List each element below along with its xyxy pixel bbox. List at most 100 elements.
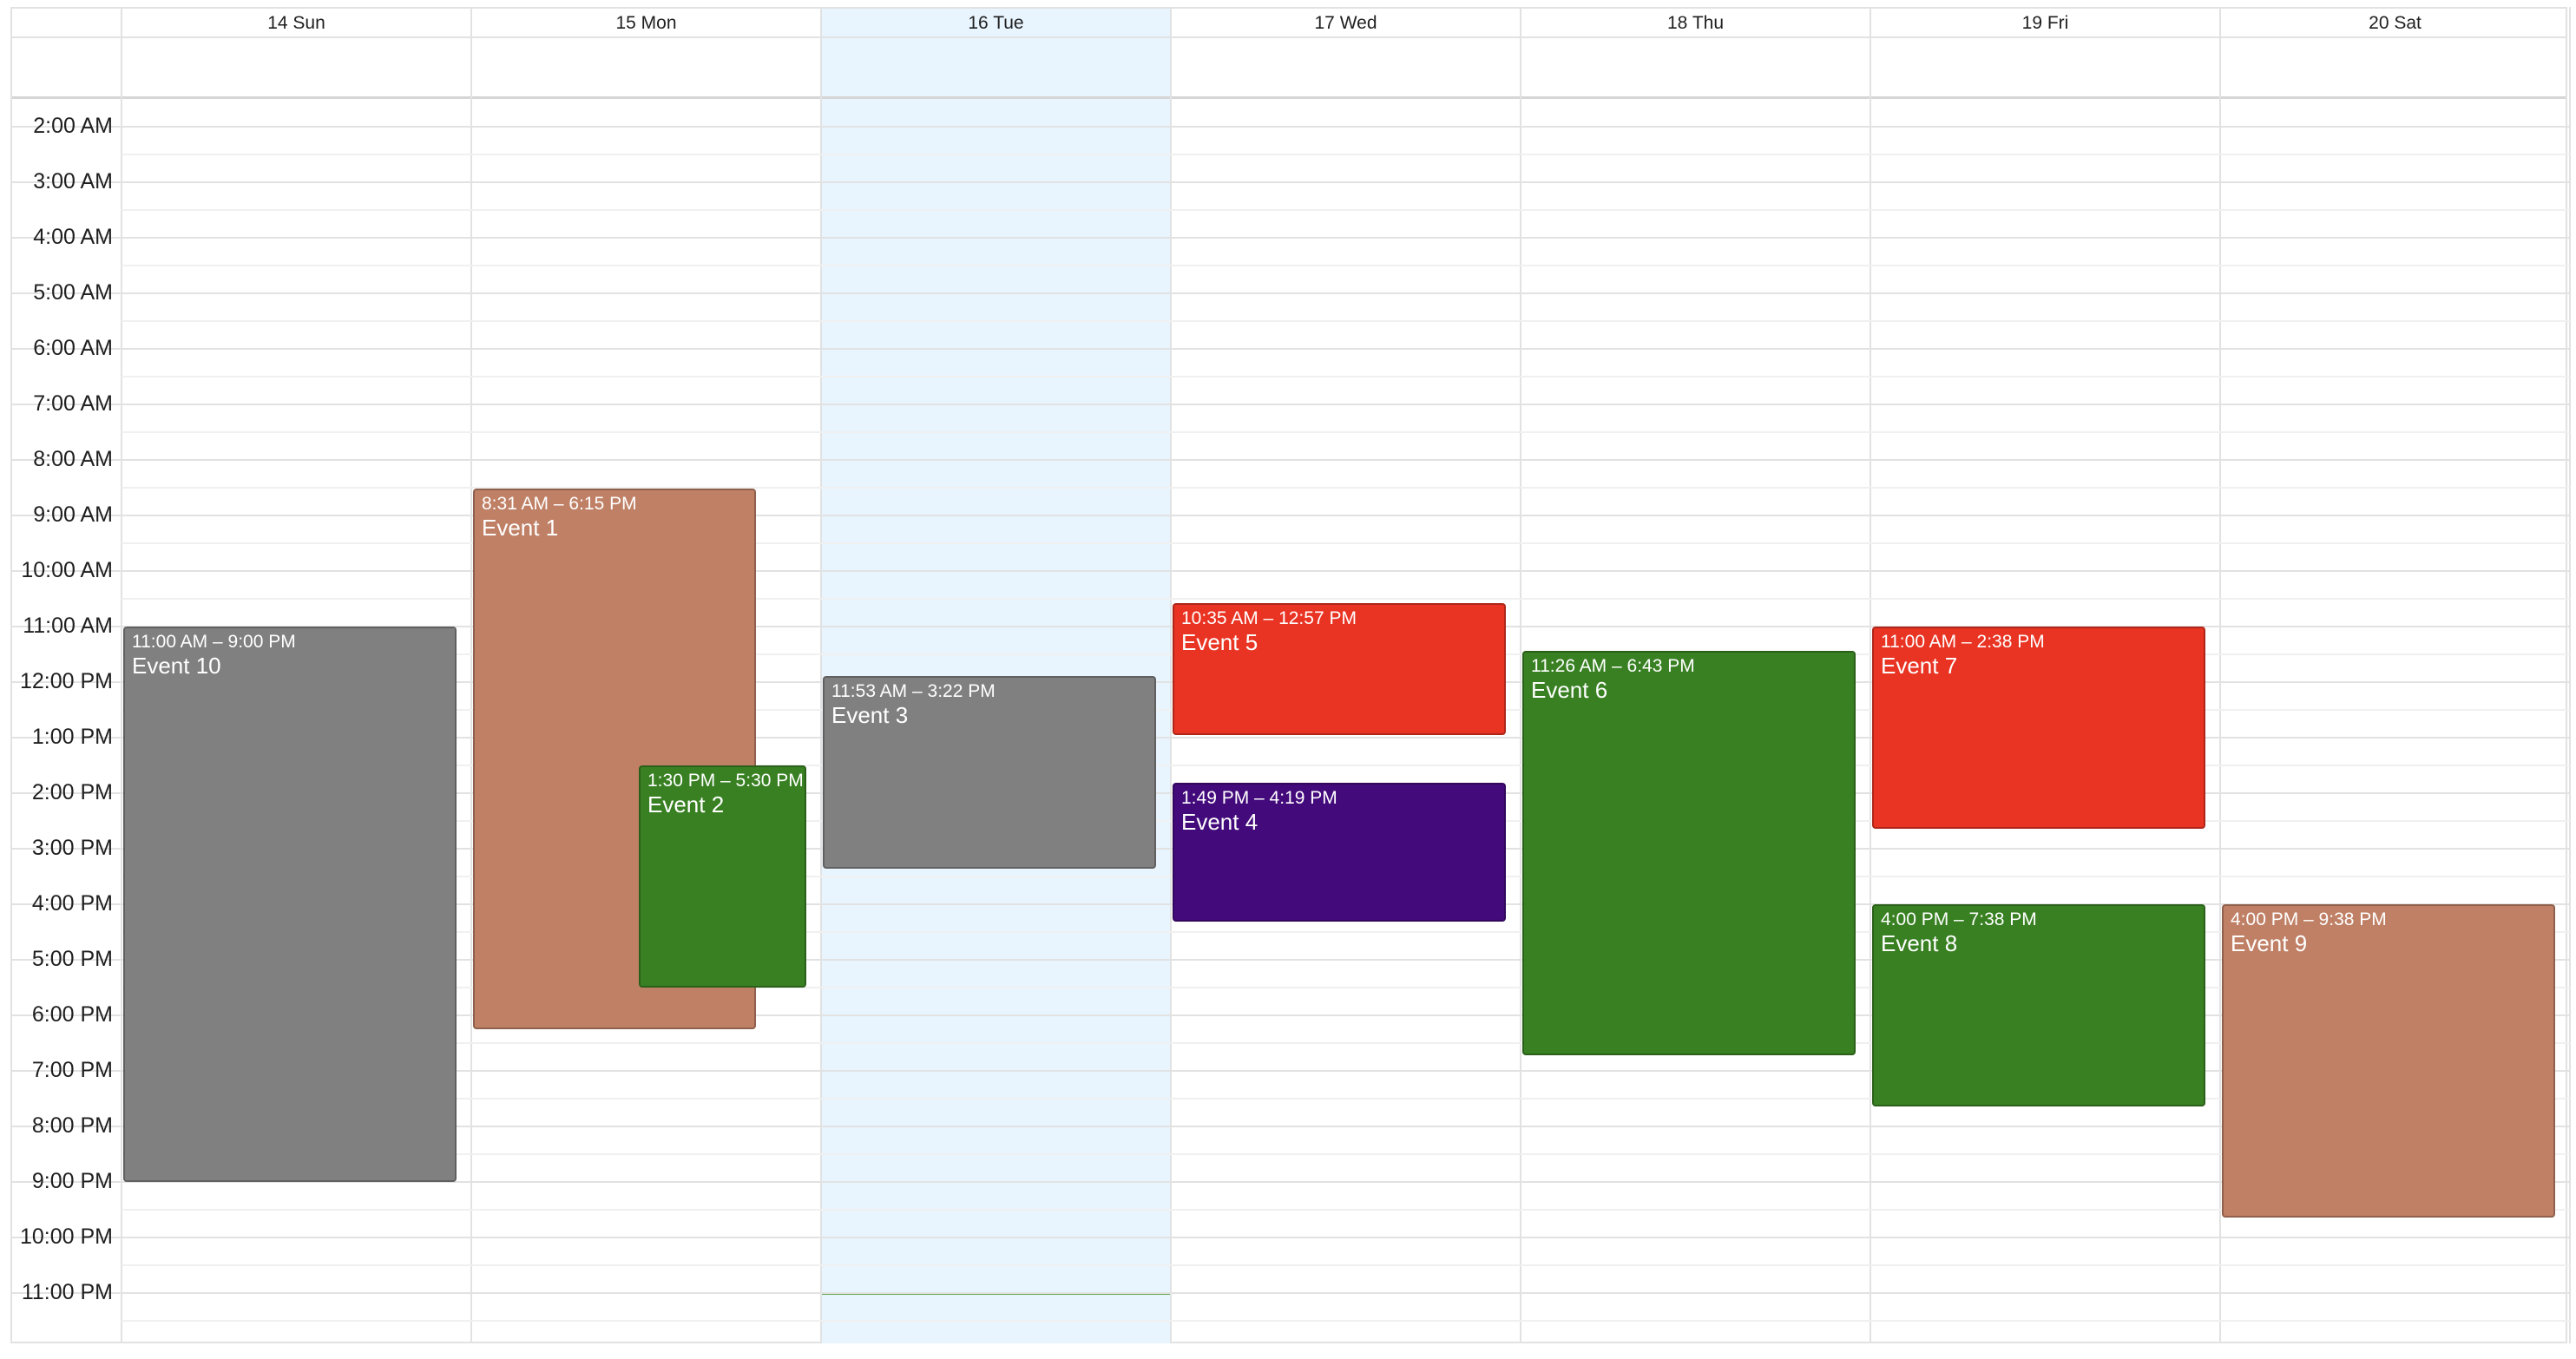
current-time-indicator	[821, 1293, 1171, 1295]
hour-gridline	[12, 181, 2570, 183]
event-time: 4:00 PM – 7:38 PM	[1881, 909, 2037, 929]
day-header-16-tue[interactable]: 16 Tue	[968, 13, 1024, 33]
event-event-5[interactable]: 10:35 AM – 12:57 PM Event 5	[1173, 603, 1506, 735]
event-event-9[interactable]: 4:00 PM – 9:38 PM Event 9	[2222, 904, 2555, 1218]
hour-gridline	[12, 959, 2570, 961]
half-hour-gridline	[122, 1153, 2570, 1155]
day-header-18-thu[interactable]: 18 Thu	[1667, 13, 1724, 33]
time-label: 4:00 AM	[33, 225, 113, 249]
half-hour-gridline	[122, 765, 2570, 766]
hour-gridline	[12, 404, 2570, 405]
event-title: Event 5	[1181, 629, 1258, 656]
time-label: 6:00 PM	[31, 1002, 113, 1027]
column-divider	[1520, 7, 1521, 1343]
hour-gridline	[12, 348, 2570, 350]
half-hour-gridline	[122, 1098, 2570, 1100]
time-label: 2:00 AM	[33, 114, 113, 138]
calendar-background	[12, 7, 2566, 1343]
hour-gridline	[12, 1237, 2570, 1238]
event-title: Event 6	[1531, 676, 1608, 703]
event-event-3[interactable]: 11:53 AM – 3:22 PM Event 3	[823, 675, 1156, 870]
time-label: 11:00 PM	[21, 1280, 113, 1304]
time-label: 3:00 PM	[31, 836, 113, 860]
half-hour-gridline	[122, 320, 2570, 322]
hour-gridline	[12, 570, 2570, 572]
column-divider	[1170, 7, 1172, 1343]
time-label: 7:00 PM	[31, 1058, 113, 1082]
event-title: Event 3	[831, 701, 909, 728]
hour-gridline	[12, 237, 2570, 239]
event-time: 11:53 AM – 3:22 PM	[831, 680, 996, 701]
day-header-19-fri[interactable]: 19 Fri	[2021, 13, 2069, 33]
hour-gridline	[12, 292, 2570, 294]
hour-gridline	[12, 1292, 2570, 1294]
event-title: Event 2	[647, 791, 725, 817]
column-divider	[820, 7, 822, 1343]
time-label: 4:00 PM	[31, 891, 113, 916]
time-label: 6:00 AM	[33, 336, 113, 360]
time-label: 8:00 AM	[33, 447, 113, 471]
event-time: 11:00 AM – 2:38 PM	[1881, 632, 2045, 652]
day-header-20-sat[interactable]: 20 Sat	[2369, 13, 2422, 33]
half-hour-gridline	[122, 598, 2570, 600]
hour-gridline	[12, 737, 2570, 739]
half-hour-gridline	[122, 376, 2570, 378]
half-hour-gridline	[122, 1320, 2570, 1322]
time-label: 10:00 PM	[19, 1224, 113, 1249]
time-axis: 2:00 AM 3:00 AM 4:00 AM 5:00 AM 6:00 AM 7:00 …	[12, 7, 2566, 1342]
time-label: 9:00 AM	[33, 502, 113, 527]
day-header-15-mon[interactable]: 15 Mon	[615, 13, 677, 33]
half-hour-gridline	[122, 1264, 2570, 1266]
time-label: 5:00 PM	[31, 947, 113, 971]
day-header-14-sun[interactable]: 14 Sun	[267, 13, 325, 33]
hour-gridline	[12, 1014, 2570, 1016]
half-hour-gridline	[122, 987, 2570, 988]
event-event-7[interactable]: 11:00 AM – 2:38 PM Event 7	[1872, 627, 2205, 829]
today-column-highlight	[821, 7, 1171, 1343]
half-hour-gridline	[122, 265, 2570, 266]
event-time: 8:31 AM – 6:15 PM	[482, 494, 637, 515]
time-label: 9:00 PM	[31, 1169, 113, 1193]
hour-gridline	[12, 1070, 2570, 1072]
day-header-17-wed[interactable]: 17 Wed	[1314, 13, 1377, 33]
hour-gridline	[12, 515, 2570, 516]
half-hour-gridline	[122, 209, 2570, 211]
event-time: 11:00 AM – 9:00 PM	[132, 632, 296, 652]
time-label: 12:00 PM	[19, 669, 113, 693]
time-label: 1:00 PM	[31, 725, 113, 749]
event-title: Event 9	[2231, 930, 2308, 956]
time-label: 2:00 PM	[31, 780, 113, 804]
event-event-6[interactable]: 11:26 AM – 6:43 PM Event 6	[1522, 650, 1856, 1055]
half-hour-gridline	[122, 431, 2570, 433]
hour-gridline	[12, 126, 2570, 128]
event-time: 1:49 PM – 4:19 PM	[1181, 788, 1337, 809]
hour-gridline	[12, 1126, 2570, 1127]
time-label: 10:00 AM	[21, 558, 113, 582]
column-divider	[2569, 7, 2571, 1343]
half-hour-gridline	[122, 154, 2570, 155]
day-header-row: 14 Sun 15 Mon 16 Tue 17 Wed 18 Thu 19 Fri 20 S…	[12, 7, 2566, 38]
time-label: 7:00 AM	[33, 391, 113, 416]
event-title: Event 4	[1181, 809, 1258, 836]
hour-gridline	[12, 1181, 2570, 1183]
event-title: Event 8	[1881, 930, 1958, 956]
all-day-row[interactable]	[12, 38, 2566, 99]
event-event-10[interactable]: 11:00 AM – 9:00 PM Event 10	[123, 627, 457, 1182]
column-divider	[470, 7, 472, 1343]
event-time: 1:30 PM – 5:30 PM	[647, 771, 804, 791]
events-layer: 11:00 AM – 9:00 PM Event 10 8:31 AM – 6:15…	[12, 7, 2566, 1342]
event-event-2[interactable]: 1:30 PM – 5:30 PM Event 2	[639, 765, 806, 988]
time-label: 3:00 AM	[33, 169, 113, 194]
column-divider	[2219, 7, 2221, 1343]
event-time: 4:00 PM – 9:38 PM	[2231, 909, 2387, 929]
event-event-8[interactable]: 4:00 PM – 7:38 PM Event 8	[1872, 904, 2205, 1106]
event-event-4[interactable]: 1:49 PM – 4:19 PM Event 4	[1173, 783, 1506, 922]
event-time: 10:35 AM – 12:57 PM	[1181, 608, 1357, 629]
event-time: 11:26 AM – 6:43 PM	[1531, 655, 1695, 676]
time-label: 8:00 PM	[31, 1113, 113, 1138]
half-hour-gridline	[122, 542, 2570, 544]
half-hour-gridline	[122, 487, 2570, 489]
event-title: Event 10	[132, 653, 221, 679]
week-calendar: 14 Sun 15 Mon 16 Tue 17 Wed 18 Thu 19 Fri 20 S…	[10, 7, 2571, 1343]
half-hour-gridline	[122, 1209, 2570, 1211]
